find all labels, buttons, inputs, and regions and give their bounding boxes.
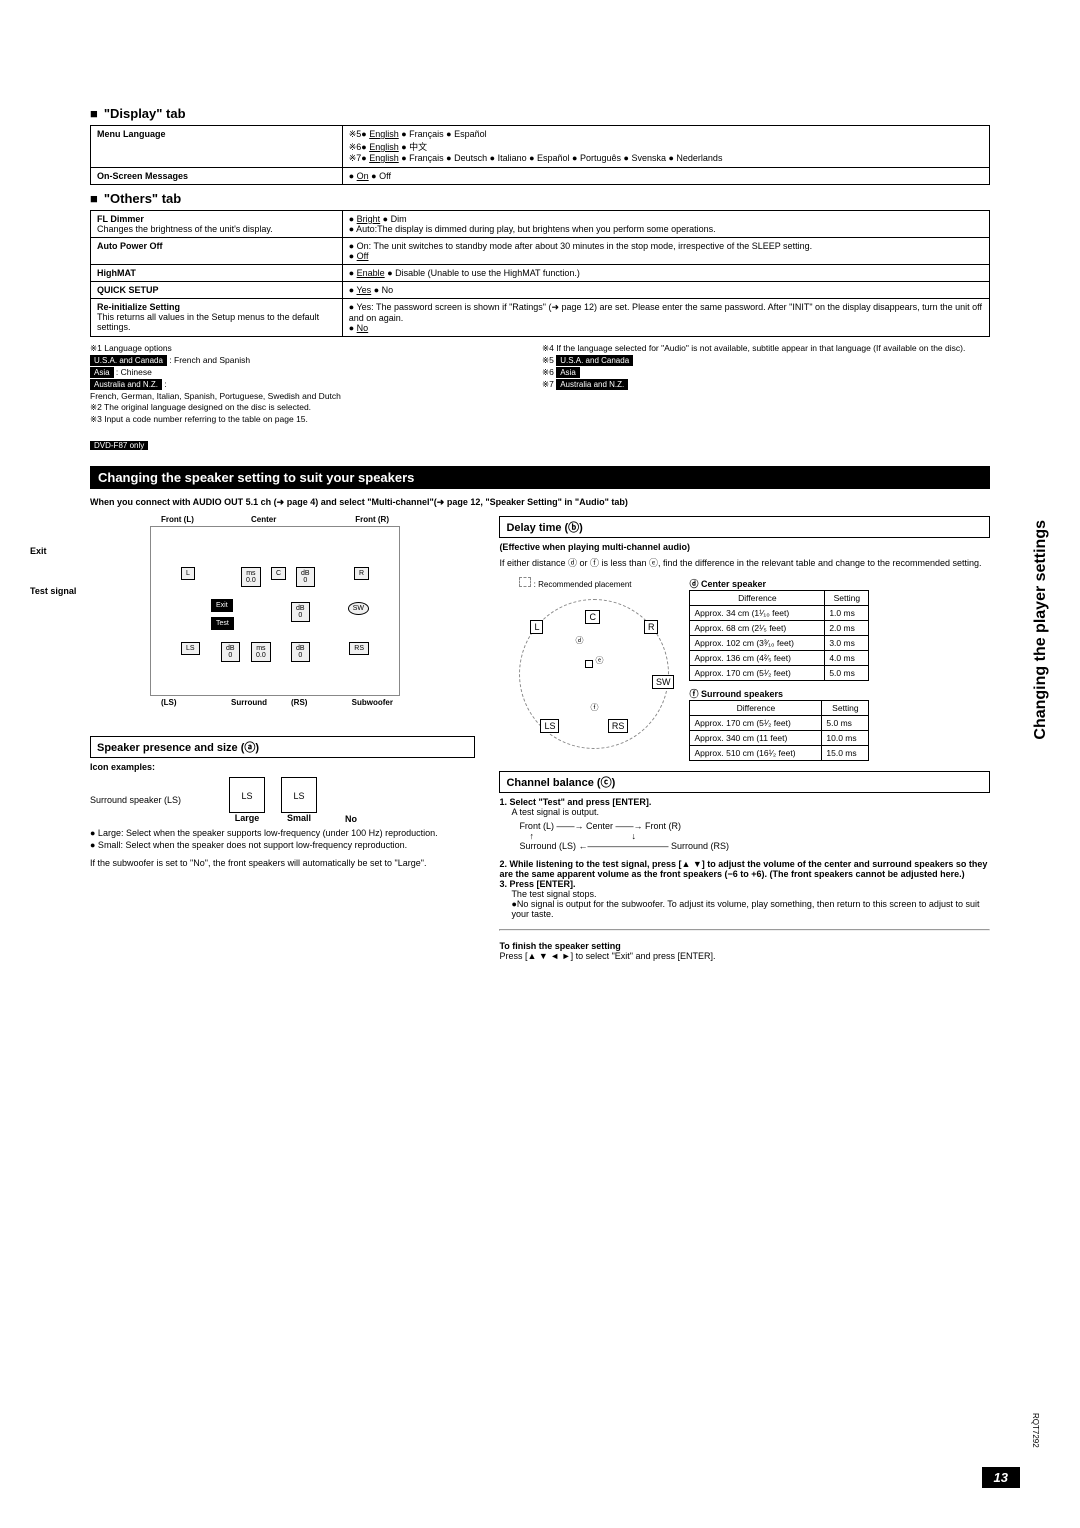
footnotes: ※1 Language options U.S.A. and Canada : … bbox=[90, 343, 990, 426]
highmat-label: HighMAT bbox=[97, 268, 136, 278]
side-label: Changing the player settings bbox=[1032, 520, 1050, 740]
fl-dimmer-auto: ● Auto:The display is dimmed during play… bbox=[349, 224, 983, 234]
reinit-label: Re-initialize Setting bbox=[97, 302, 180, 312]
display-tab-table: Menu Language ※5● English ● Français ● E… bbox=[90, 125, 990, 185]
reinit-yes: ● Yes: The password screen is shown if "… bbox=[349, 302, 983, 323]
doc-id: RQT7292 bbox=[1031, 1413, 1040, 1448]
main-heading: Changing the speaker setting to suit you… bbox=[90, 466, 990, 489]
sub-note: If the subwoofer is set to "No", the fro… bbox=[90, 858, 475, 868]
delay-desc: If either distance ⓓ or ⓕ is less than ⓔ… bbox=[499, 556, 990, 569]
menu-lang-line1: ※5● English ● Français ● Español bbox=[349, 129, 983, 140]
step1-desc: A test signal is output. bbox=[511, 807, 990, 817]
large-icon: LS bbox=[229, 777, 265, 813]
finish-desc: Press [▲ ▼ ◄ ►] to select "Exit" and pre… bbox=[499, 951, 990, 961]
step3-label: 3. Press [ENTER]. bbox=[499, 879, 990, 889]
icon-example-text: Surround speaker (LS) bbox=[90, 795, 181, 805]
placement-diagram: L C R SW LS RS ⓓ ⓔ ⓕ bbox=[519, 599, 669, 749]
delay-effective: (Effective when playing multi-channel au… bbox=[499, 542, 990, 552]
small-desc: ● Small: Select when the speaker does no… bbox=[90, 840, 475, 850]
menu-language-label: Menu Language bbox=[97, 129, 166, 139]
menu-lang-line2: ※6● English ● 中文 bbox=[349, 140, 983, 153]
step1-label: 1. Select "Test" and press [ENTER]. bbox=[499, 797, 990, 807]
center-delay-table: DifferenceSetting Approx. 34 cm (1¹⁄₁₀ f… bbox=[689, 590, 869, 681]
reinit-sublabel: This returns all values in the Setup men… bbox=[97, 312, 319, 332]
display-tab-heading: "Display" tab bbox=[90, 106, 990, 121]
others-tab-heading: "Others" tab bbox=[90, 191, 990, 206]
step3-desc: The test signal stops. bbox=[511, 889, 990, 899]
surround-delay-table: DifferenceSetting Approx. 170 cm (5¹⁄₂ f… bbox=[689, 700, 869, 761]
delay-heading: Delay time (ⓑ) bbox=[499, 516, 990, 538]
auto-power-label: Auto Power Off bbox=[97, 241, 163, 251]
step2: 2. While listening to the test signal, p… bbox=[499, 859, 990, 879]
osm-label: On-Screen Messages bbox=[97, 171, 188, 181]
surround-table-title: ⓕ Surround speakers bbox=[689, 687, 869, 700]
large-desc: ● Large: Select when the speaker support… bbox=[90, 828, 475, 838]
quicksetup-label: QUICK SETUP bbox=[97, 285, 159, 295]
intro-text: When you connect with AUDIO OUT 5.1 ch (… bbox=[90, 497, 990, 508]
fl-dimmer-label: FL Dimmer bbox=[97, 214, 144, 224]
icon-examples-label: Icon examples: bbox=[90, 762, 475, 772]
model-badge: DVD-F87 only bbox=[90, 441, 148, 450]
balance-heading: Channel balance (ⓒ) bbox=[499, 771, 990, 793]
finish-label: To finish the speaker setting bbox=[499, 941, 990, 951]
signal-flow: Front (L) ——→ Center ——→ Front (R) ↑ ↓ S… bbox=[519, 821, 990, 851]
center-table-title: ⓓ Center speaker bbox=[689, 577, 869, 590]
presence-heading: Speaker presence and size (ⓐ) bbox=[90, 736, 475, 758]
step3-note: ●No signal is output for the subwoofer. … bbox=[511, 899, 990, 919]
page-number: 13 bbox=[982, 1467, 1020, 1488]
auto-power-on: ● On: The unit switches to standby mode … bbox=[349, 241, 983, 251]
speaker-layout-diagram: Front (L) Center Front (R) (LS) Surround… bbox=[150, 526, 400, 696]
fl-dimmer-sublabel: Changes the brightness of the unit's dis… bbox=[97, 224, 273, 234]
menu-lang-line3: ※7● English ● Français ● Deutsch ● Itali… bbox=[349, 153, 983, 164]
no-icon bbox=[333, 776, 369, 812]
others-tab-table: FL DimmerChanges the brightness of the u… bbox=[90, 210, 990, 337]
small-icon: LS bbox=[281, 777, 317, 813]
